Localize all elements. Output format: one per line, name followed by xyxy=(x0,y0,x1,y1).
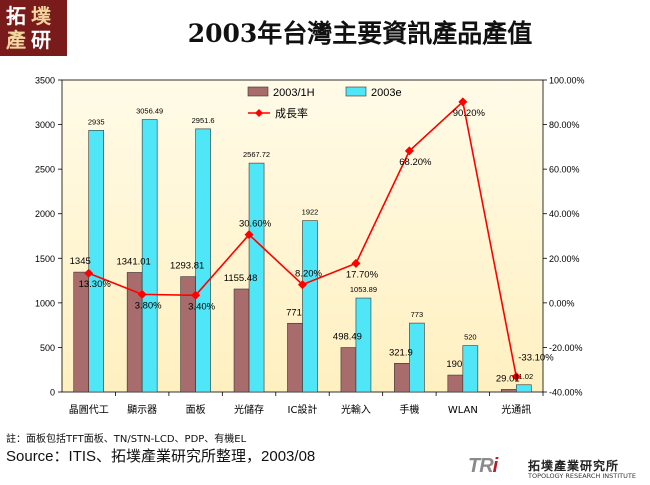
growth-rate-marker xyxy=(351,258,361,268)
growth-rate-label: 3.40% xyxy=(188,301,215,312)
x-tick-label: 晶圓代工 xyxy=(69,404,109,416)
logo-char: 研 xyxy=(31,28,51,52)
chart-title: 2003年台灣主要資訊產品產值 xyxy=(187,19,533,48)
growth-rate-marker xyxy=(458,97,468,107)
source-line: Source：ITIS、拓墣產業研究所整理，2003/08 xyxy=(6,448,316,465)
bar-2003e xyxy=(195,128,211,393)
bar-2003e xyxy=(462,345,479,393)
legend-swatch-2003e xyxy=(345,86,367,97)
growth-rate-marker xyxy=(511,372,521,382)
bar-2003e-label: 3056.49 xyxy=(136,107,163,116)
footer-logo: TRi 拓墣產業研究所 TOPOLOGY RESEARCH INSTITUTE xyxy=(468,455,650,485)
bar-2003-1h-label: 1155.48 xyxy=(224,273,258,284)
growth-rate-marker xyxy=(137,289,147,299)
bar-2003-1h-label: 771 xyxy=(286,307,302,318)
bar-2003e xyxy=(355,297,372,393)
bar-2003-1h-label: 29.01 xyxy=(496,373,520,384)
x-tick-label: 手機 xyxy=(399,403,419,416)
x-tick-label: 光輸入 xyxy=(341,403,371,416)
bar-2003e-label: 1922 xyxy=(302,208,319,217)
bar-2003e-label: 2567.72 xyxy=(243,150,270,159)
growth-rate-marker xyxy=(244,230,254,240)
y2-tick-label: 80.00% xyxy=(549,120,580,130)
x-tick-label: WLAN xyxy=(448,405,478,416)
bar-2003-1h-label: 498.49 xyxy=(333,332,362,343)
bar-2003e xyxy=(88,130,105,393)
logo-char: 墣 xyxy=(31,4,51,28)
bar-2003e-label: 2935 xyxy=(88,117,105,126)
x-tick-label: 顯示器 xyxy=(127,404,157,416)
growth-rate-label: 8.20% xyxy=(295,269,322,280)
y-tick-label: 2500 xyxy=(35,165,55,175)
y2-tick-label: 20.00% xyxy=(549,254,580,264)
y2-tick-label: 60.00% xyxy=(549,165,580,175)
bar-2003-1h xyxy=(500,389,517,393)
legend-label-1h: 2003/1H xyxy=(273,87,315,99)
bar-2003e-label: 520 xyxy=(464,333,477,342)
footnote: 註：面板包括TFT面板、TN/STN-LCD、PDP、有機EL xyxy=(6,434,247,445)
bar-2003e xyxy=(141,119,158,393)
y2-tick-label: 0.00% xyxy=(549,298,575,308)
x-tick-label: 光儲存 xyxy=(234,403,264,416)
bar-2003e-label: 773 xyxy=(411,310,424,319)
y-tick-label: 2000 xyxy=(35,209,55,219)
institute-name: 拓墣產業研究所 xyxy=(528,459,620,473)
growth-rate-label: 30.60% xyxy=(239,219,272,230)
growth-rate-label: -33.10% xyxy=(518,353,554,364)
bar-2003-1h xyxy=(447,374,464,393)
y2-tick-label: 100.00% xyxy=(549,76,585,86)
bar-2003-1h xyxy=(126,272,143,393)
legend-swatch-1h xyxy=(247,86,269,97)
legend-label-growth: 成長率 xyxy=(275,106,308,120)
legend-label-2003e: 2003e xyxy=(371,87,402,99)
y-tick-label: 3500 xyxy=(35,76,55,86)
legend-marker-growth xyxy=(255,109,263,117)
y2-tick-label: 40.00% xyxy=(549,209,580,219)
combo-chart: 0 500 1000 1500 2000 2500 3000 3500 -40.00% -20.… xyxy=(35,76,585,417)
growth-rate-label: 68.20% xyxy=(399,157,432,168)
y-tick-label: 3000 xyxy=(35,120,55,130)
institute-name-en: TOPOLOGY RESEARCH INSTITUTE xyxy=(528,472,636,480)
bar-2003-1h-label: 190 xyxy=(446,359,462,370)
y2-tick-label: -40.00% xyxy=(549,388,583,398)
growth-rate-marker xyxy=(298,280,307,290)
growth-rate-marker xyxy=(404,146,414,156)
y-tick-label: 500 xyxy=(40,343,55,353)
bar-2003-1h-label: 1293.81 xyxy=(170,261,204,272)
bar-2003e-label: 2951.6 xyxy=(192,116,215,125)
bar-2003e-label: 81.02 xyxy=(514,372,533,381)
bar-2003-1h xyxy=(394,363,410,393)
bar-2003e xyxy=(248,162,265,393)
bar-2003-1h xyxy=(340,347,357,393)
tri-mark: TRi xyxy=(468,455,498,477)
growth-rate-marker xyxy=(191,290,201,300)
x-tick-label: 光通訊 xyxy=(501,403,531,416)
bar-2003-1h-label: 1341.01 xyxy=(116,256,150,267)
growth-rate-label: 17.70% xyxy=(346,269,379,280)
growth-rate-label: 3.80% xyxy=(135,300,162,311)
x-tick-label: IC設計 xyxy=(288,403,318,416)
logo-char: 產 xyxy=(6,28,26,52)
bar-2003-1h-label: 321.9 xyxy=(389,347,413,358)
y-tick-label: 1500 xyxy=(35,254,55,264)
growth-rate-label: 90.20% xyxy=(453,108,486,119)
bar-2003-1h xyxy=(287,322,303,393)
bar-2003e xyxy=(515,384,532,393)
bar-2003-1h xyxy=(233,288,250,393)
bar-2003e-label: 1053.89 xyxy=(350,285,377,294)
bar-2003e xyxy=(302,220,318,393)
growth-rate-label: 13.30% xyxy=(79,279,112,290)
y2-tick-label: -20.00% xyxy=(549,343,583,353)
growth-rate-marker xyxy=(84,268,94,278)
bar-2003e xyxy=(409,322,425,393)
logo-char: 拓 xyxy=(6,4,26,28)
bar-2003-1h-label: 1345 xyxy=(70,256,91,267)
x-tick-label: 面板 xyxy=(186,403,206,416)
y-tick-label: 0 xyxy=(50,388,55,398)
y-tick-label: 1000 xyxy=(35,298,55,308)
company-logo: 拓 墣 產 研 xyxy=(0,0,67,56)
